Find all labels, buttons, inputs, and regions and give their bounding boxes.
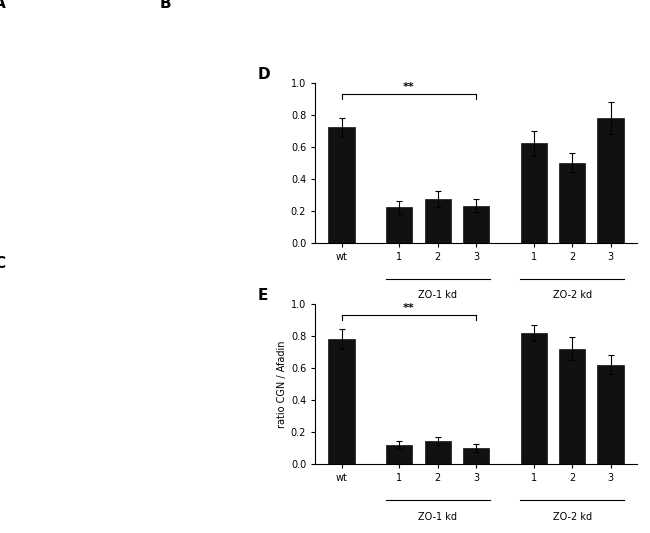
Text: ZO-1 kd: ZO-1 kd bbox=[418, 290, 457, 301]
Bar bbox=[328, 127, 355, 243]
Text: D: D bbox=[257, 67, 270, 82]
Y-axis label: ratio CGN / Afadin: ratio CGN / Afadin bbox=[277, 340, 287, 427]
Text: ZO-2 kd: ZO-2 kd bbox=[552, 290, 592, 301]
Text: A: A bbox=[0, 0, 6, 11]
Bar bbox=[386, 207, 413, 243]
Bar bbox=[463, 206, 489, 243]
Text: ZO-2 kd: ZO-2 kd bbox=[552, 512, 592, 522]
Bar bbox=[424, 199, 451, 243]
Bar bbox=[386, 445, 413, 464]
Bar bbox=[597, 118, 624, 243]
Bar bbox=[559, 163, 586, 243]
Text: **: ** bbox=[403, 303, 415, 313]
Bar bbox=[424, 441, 451, 464]
Bar bbox=[559, 349, 586, 464]
Text: B: B bbox=[160, 0, 171, 11]
Text: ZO-1 kd: ZO-1 kd bbox=[418, 512, 457, 522]
Bar bbox=[463, 448, 489, 464]
Bar bbox=[597, 365, 624, 464]
Text: **: ** bbox=[403, 82, 415, 92]
Bar bbox=[328, 339, 355, 464]
Text: C: C bbox=[0, 256, 5, 271]
Text: E: E bbox=[257, 288, 268, 303]
Bar bbox=[521, 333, 547, 464]
Bar bbox=[521, 143, 547, 243]
